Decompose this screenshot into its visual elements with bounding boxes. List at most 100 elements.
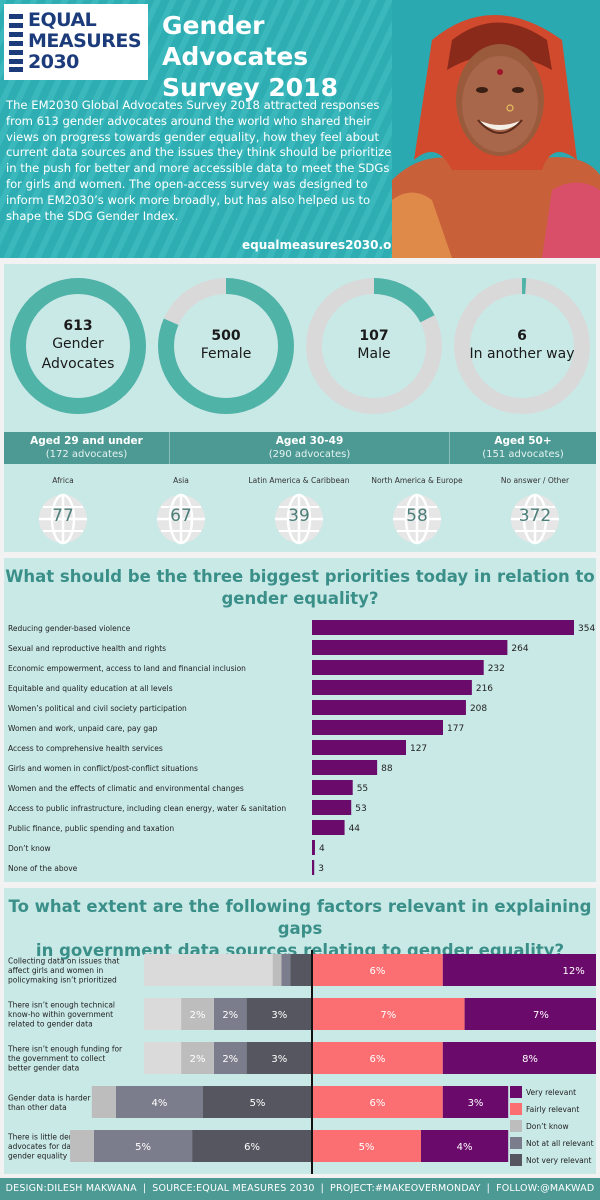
globe-icon: 39	[273, 493, 325, 545]
donut-ring	[10, 278, 146, 414]
region-africa: Africa 77	[4, 476, 122, 545]
priority-value-label: 354	[578, 624, 595, 634]
region-asia: Asia 67	[122, 476, 240, 545]
intro-paragraph: The EM2030 Global Advocates Survey 2018 …	[6, 98, 399, 223]
logo: EQUAL MEASURES 2030	[4, 4, 148, 80]
factor-bar-segment	[91, 1086, 116, 1118]
priorities-title: What should be the three biggest priorit…	[4, 566, 596, 610]
footer-design-credit: DESIGN:DILESH MAKWANA	[5, 1183, 137, 1194]
factor-segment-label: 6%	[369, 966, 385, 977]
logo-line-2: MEASURES	[28, 30, 142, 52]
age-group-30-49: Aged 30-49 (290 advocates)	[170, 432, 450, 464]
priority-category-label: Equitable and quality education at all l…	[8, 684, 173, 693]
website-link[interactable]: equalmeasures2030.org	[242, 238, 406, 252]
factors-panel: To what extent are the following factors…	[4, 888, 596, 1174]
factor-bar-segment	[442, 1042, 596, 1074]
priority-bar	[312, 700, 466, 715]
factor-bar-segment	[181, 998, 214, 1030]
donut-total-advocates: 613 Gender Advocates	[8, 276, 148, 416]
factor-bar-segment	[213, 998, 247, 1030]
legend-swatch	[510, 1137, 522, 1149]
factor-bar-segment	[272, 954, 282, 986]
donut-ring	[306, 278, 442, 414]
priority-value-label: 216	[476, 684, 493, 694]
age-group-count: (172 advocates)	[45, 449, 128, 460]
legend-swatch	[510, 1086, 522, 1098]
priority-category-label: Public finance, public spending and taxa…	[8, 824, 174, 833]
priority-category-label: None of the above	[8, 864, 78, 873]
priority-value-label: 264	[511, 644, 528, 654]
priorities-bar-chart: Reducing gender-based violence 354 Sexual …	[8, 620, 595, 875]
age-group-count: (290 advocates)	[268, 449, 351, 460]
donut-number: 613	[63, 318, 93, 334]
factor-bar-segment	[421, 1130, 509, 1162]
advocate-stats-panel: 613 Gender Advocates 500 Female 107 Male	[4, 264, 596, 552]
age-group-label: Aged 30-49	[275, 435, 344, 447]
factor-category-label: Gender data is harder to collect	[8, 1093, 127, 1102]
footer-separator: |	[142, 1183, 147, 1194]
region-name: Africa	[52, 476, 74, 485]
factor-category-label: There is little demand from	[7, 1133, 110, 1142]
logo-bars-icon	[9, 14, 23, 72]
priority-value-label: 44	[349, 824, 361, 834]
factors-title-line-1: To what extent are the following factors…	[8, 897, 592, 938]
priorities-panel: What should be the three biggest priorit…	[4, 558, 596, 882]
priority-bar	[312, 840, 315, 855]
logo-line-3: 2030	[28, 51, 79, 73]
priority-bar	[312, 680, 472, 695]
footer-credits: DESIGN:DILESH MAKWANA | SOURCE:EQUAL MEASU…	[0, 1178, 600, 1200]
factor-category-label: related to gender data	[8, 1020, 93, 1029]
factor-bar-segment	[203, 1086, 312, 1118]
priority-bar	[312, 780, 353, 795]
factor-bar-segment	[312, 1130, 421, 1162]
footer-follow-link[interactable]: FOLLOW:@MAKWAD	[496, 1183, 595, 1194]
factor-segment-label: 6%	[369, 1098, 385, 1109]
factor-category-label: policymaking isn’t prioritized	[8, 976, 117, 985]
legend-label: Not very relevant	[526, 1156, 592, 1165]
globe-icon: 372	[509, 493, 561, 545]
donut-number: 107	[359, 328, 389, 344]
age-group-29-under: Aged 29 and under (172 advocates)	[4, 432, 170, 464]
legend-label: Fairly relevant	[526, 1105, 579, 1114]
donut-male: 107 Male	[304, 276, 444, 416]
donut-label: Male	[357, 346, 391, 362]
footer-source-credit: SOURCE:EQUAL MEASURES 2030	[152, 1183, 315, 1194]
logo-wordmark: EQUAL MEASURES 2030	[28, 9, 142, 73]
priority-category-label: Women’s political and civil society part…	[8, 704, 187, 713]
factor-bar-segment	[246, 998, 312, 1030]
factor-segment-label: 5%	[250, 1098, 266, 1109]
region-value: 372	[518, 506, 552, 526]
title-line-2: Survey 2018	[162, 73, 338, 102]
factor-segment-label: 5%	[135, 1142, 151, 1153]
priority-value-label: 53	[355, 804, 366, 814]
factor-bar-segment	[94, 1130, 193, 1162]
factor-category-label: better gender data	[8, 1064, 79, 1073]
factor-bar-segment	[464, 998, 596, 1030]
priority-category-label: Reducing gender-based violence	[8, 624, 131, 633]
priority-category-label: Economic empowerment, access to land and…	[8, 664, 246, 673]
legend-label: Not at all relevant	[526, 1139, 594, 1148]
factor-bar-segment	[312, 998, 465, 1030]
factor-bar-segment	[213, 1042, 247, 1074]
priority-bar	[312, 860, 315, 875]
priority-value-label: 3	[318, 864, 324, 874]
priority-value-label: 4	[319, 844, 325, 854]
logo-line-1: EQUAL	[28, 9, 97, 31]
age-group-50-plus: Aged 50+ (151 advocates)	[450, 432, 596, 464]
donut-number: 500	[211, 328, 241, 344]
donut-ring	[454, 278, 590, 414]
priority-category-label: Access to public infrastructure, includi…	[8, 804, 286, 813]
age-group-count: (151 advocates)	[482, 449, 564, 460]
factor-bar-segment	[192, 1130, 312, 1162]
priorities-title-line-1: What should be the three biggest priorit…	[5, 567, 595, 586]
globe-icon: 58	[391, 493, 443, 545]
legend-label: Very relevant	[526, 1088, 576, 1097]
age-group-label: Aged 50+	[494, 435, 552, 447]
region-no-answer-other: No answer / Other 372	[476, 476, 594, 545]
factor-bar-segment	[246, 1042, 312, 1074]
priority-bar	[312, 640, 508, 655]
priority-bar	[312, 720, 443, 735]
factor-bar-segment	[442, 1086, 509, 1118]
legend-swatch	[510, 1120, 522, 1132]
globe-icon: 77	[37, 493, 89, 545]
